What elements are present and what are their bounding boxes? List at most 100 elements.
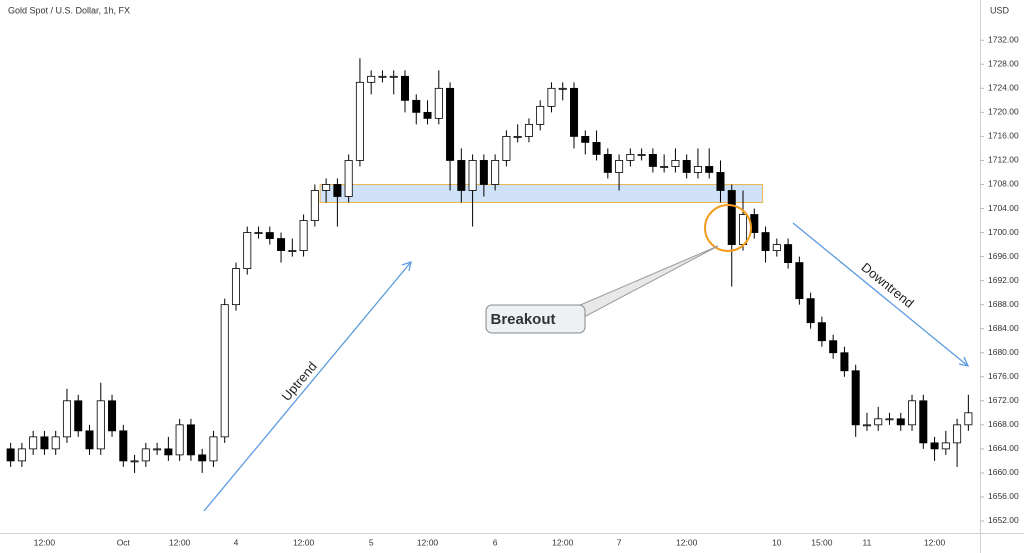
- y-tick-label: 1728.00: [988, 59, 1019, 69]
- candle-body: [434, 87, 443, 119]
- candle-body: [592, 142, 601, 155]
- y-tick-label: 1664.00: [988, 443, 1019, 453]
- candle-body: [175, 424, 184, 456]
- candle-body: [953, 424, 962, 444]
- x-tick-label: 12:00: [924, 537, 946, 547]
- candle-body: [772, 244, 781, 251]
- candle-body: [265, 232, 274, 239]
- candle-body: [322, 184, 331, 191]
- candle-body: [896, 418, 905, 426]
- candle-body: [40, 436, 49, 450]
- candle-body: [502, 136, 511, 161]
- downtrend-arrow: [792, 222, 969, 367]
- y-tick-label: 1716.00: [988, 131, 1019, 141]
- candle-body: [130, 460, 139, 463]
- x-tick-label: 6: [493, 537, 498, 547]
- axis-unit: USD: [990, 5, 1010, 15]
- candle-body: [603, 154, 612, 173]
- candle-body: [389, 75, 398, 78]
- candle-body: [491, 160, 500, 185]
- y-tick-label: 1696.00: [988, 251, 1019, 261]
- x-tick-label: 15:00: [811, 537, 833, 547]
- candle-body: [479, 160, 488, 185]
- candle-body: [784, 244, 793, 263]
- candle-body: [840, 352, 849, 372]
- candle-body: [524, 123, 533, 137]
- candle-body: [355, 81, 364, 161]
- y-tick-label: 1656.00: [988, 491, 1019, 501]
- x-tick-label: Oct: [117, 537, 131, 547]
- x-tick-label: 5: [369, 537, 374, 547]
- y-tick-label: 1712.00: [988, 155, 1019, 165]
- x-tick-label: 12:00: [552, 537, 574, 547]
- uptrend-arrow: [203, 261, 412, 512]
- candle-body: [862, 424, 871, 427]
- annotation: Breakout: [490, 311, 555, 328]
- candle-body: [626, 154, 635, 161]
- chart-title: Gold Spot / U.S. Dollar, 1h, FX: [8, 5, 130, 15]
- candle-body: [761, 232, 770, 251]
- candle-body: [141, 448, 150, 462]
- x-tick-label: 12:00: [676, 537, 698, 547]
- x-tick-label: 12:00: [34, 537, 56, 547]
- candle-body: [536, 105, 545, 125]
- candle-body: [648, 154, 657, 167]
- candle-body: [446, 87, 455, 161]
- y-tick-label: 1668.00: [988, 419, 1019, 429]
- candle-body: [919, 400, 928, 444]
- x-tick-label: 12:00: [293, 537, 315, 547]
- candle-body: [716, 172, 725, 191]
- candle-body: [851, 370, 860, 426]
- candle-body: [198, 454, 207, 462]
- candle-body: [423, 111, 432, 119]
- candle-body: [254, 232, 263, 234]
- candle-body: [119, 430, 128, 462]
- candle-body: [829, 340, 838, 354]
- candle-body: [74, 400, 83, 432]
- candle-body: [412, 99, 421, 113]
- candle-body: [231, 268, 240, 306]
- candle-body: [682, 160, 691, 173]
- candle-body: [727, 190, 736, 245]
- candle-body: [795, 262, 804, 300]
- arrow-head: [958, 356, 970, 367]
- candle-body: [51, 436, 60, 450]
- candle-body: [637, 154, 646, 156]
- candle-body: [885, 418, 894, 421]
- candle-body: [29, 436, 38, 450]
- candle-body: [243, 232, 252, 270]
- candle-body: [6, 448, 15, 462]
- candle-body: [581, 136, 590, 143]
- candle-body: [739, 214, 748, 245]
- y-tick-label: 1672.00: [988, 395, 1019, 405]
- candle-body: [615, 160, 624, 173]
- candle-body: [367, 75, 376, 83]
- candles: [6, 58, 973, 473]
- support-zone: [319, 183, 764, 204]
- candle-body: [806, 298, 815, 324]
- candle-body: [153, 448, 162, 451]
- y-tick-label: 1660.00: [988, 467, 1019, 477]
- candle-body: [186, 424, 195, 456]
- candle-body: [164, 448, 173, 456]
- candle-body: [220, 304, 229, 438]
- candle-body: [108, 400, 117, 432]
- x-tick-label: 11: [863, 537, 872, 547]
- candle-body: [96, 400, 105, 450]
- y-tick-label: 1676.00: [988, 371, 1019, 381]
- x-tick-label: 12:00: [417, 537, 439, 547]
- breakout-circle: [704, 204, 752, 252]
- candle-body: [62, 400, 71, 438]
- y-tick-label: 1688.00: [988, 299, 1019, 309]
- y-tick-label: 1692.00: [988, 275, 1019, 285]
- candle-body: [333, 184, 342, 197]
- candle-body: [908, 400, 917, 426]
- callout-box: [485, 304, 586, 334]
- candle-body: [209, 436, 218, 462]
- candle-body: [513, 136, 522, 138]
- candle-body: [457, 160, 466, 191]
- candle-body: [817, 322, 826, 342]
- candle-body: [874, 418, 883, 426]
